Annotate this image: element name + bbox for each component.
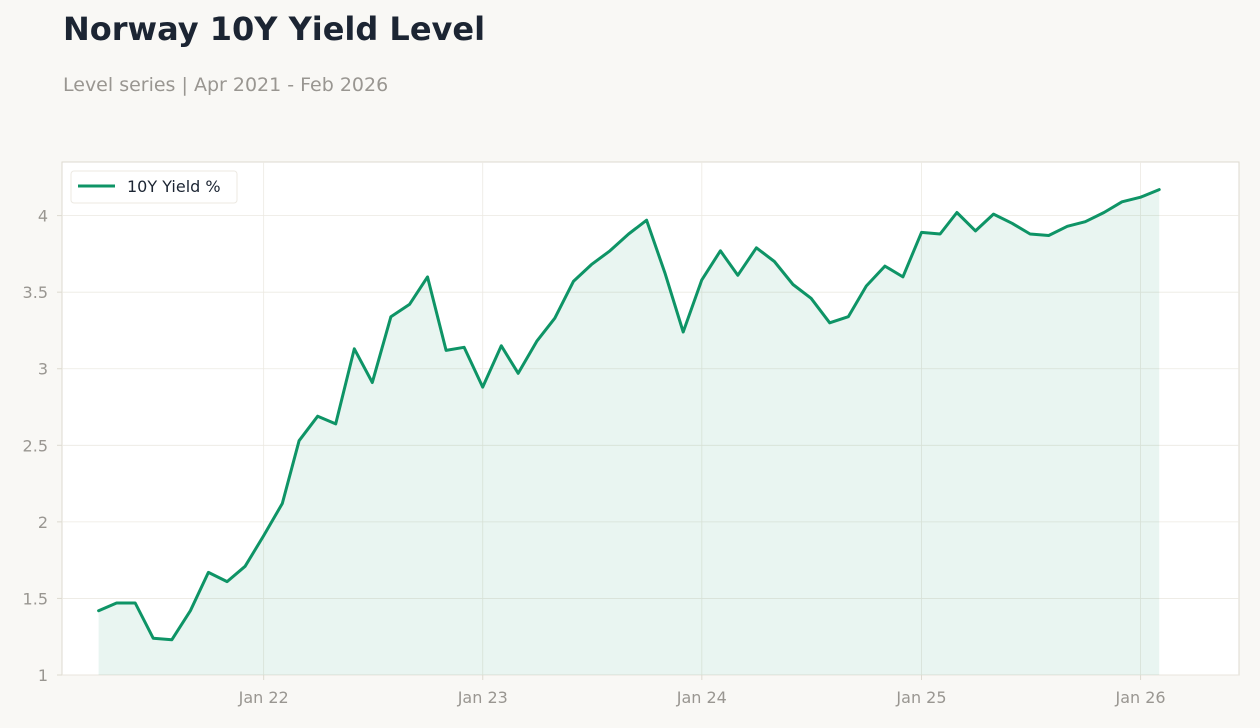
chart-subtitle: Level series | Apr 2021 - Feb 2026 bbox=[63, 74, 389, 96]
x-tick-label: Jan 25 bbox=[895, 688, 946, 707]
x-tick-label: Jan 23 bbox=[457, 688, 508, 707]
x-tick-label: Jan 22 bbox=[238, 688, 289, 707]
y-axis: 1 1.5 2 2.5 3 3.5 4 bbox=[23, 207, 62, 685]
y-tick-label: 2 bbox=[38, 513, 48, 532]
plot-area bbox=[61, 161, 1240, 676]
y-tick-label: 1.5 bbox=[23, 589, 48, 608]
y-tick-label: 2.5 bbox=[23, 436, 48, 455]
legend-label: 10Y Yield % bbox=[127, 177, 221, 196]
legend: 10Y Yield % bbox=[70, 170, 238, 204]
x-tick-label: Jan 24 bbox=[676, 688, 727, 707]
legend-box bbox=[70, 170, 238, 204]
chart-title: Norway 10Y Yield Level bbox=[63, 10, 486, 48]
x-tick-label: Jan 26 bbox=[1115, 688, 1166, 707]
y-tick-label: 3.5 bbox=[23, 283, 48, 302]
series-line bbox=[97, 188, 1161, 642]
series-area-fill bbox=[98, 189, 1160, 675]
y-tick-label: 4 bbox=[38, 207, 48, 226]
x-axis: Jan 22 Jan 23 Jan 24 Jan 25 Jan 26 bbox=[238, 675, 1166, 707]
y-tick-label: 3 bbox=[38, 360, 48, 379]
grid-lines bbox=[62, 162, 1239, 676]
y-tick-label: 1 bbox=[38, 666, 48, 685]
